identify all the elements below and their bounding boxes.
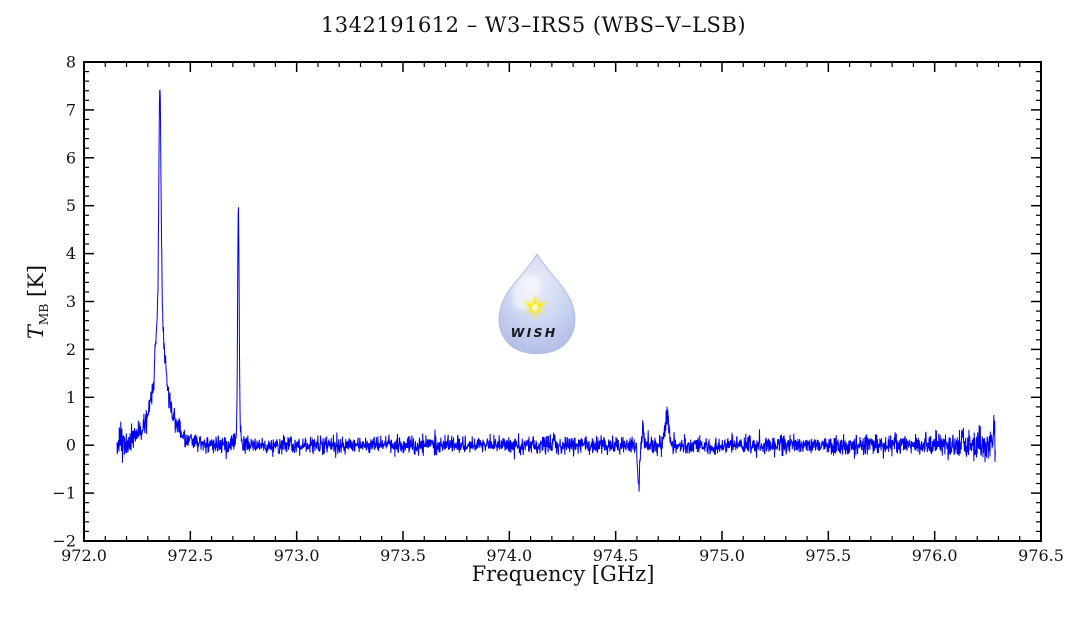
y-axis-ticks: −2 −1 0 1 2 3 4 5 6 7 8 bbox=[52, 53, 1041, 551]
x-axis-label: Frequency [GHz] bbox=[471, 562, 655, 586]
x-tick-label: 975.0 bbox=[699, 546, 745, 565]
chart-title: 1342191612 – W3–IRS5 (WBS–V–LSB) bbox=[320, 13, 747, 37]
x-tick-label: 974.0 bbox=[486, 546, 532, 565]
y-tick-label: 7 bbox=[66, 100, 76, 119]
y-tick-label: 1 bbox=[66, 388, 76, 407]
x-tick-label: 973.5 bbox=[380, 546, 426, 565]
x-tick-label: 976.5 bbox=[1018, 546, 1064, 565]
x-tick-label: 973.0 bbox=[274, 546, 320, 565]
wish-logo-watermark: WISH bbox=[498, 252, 576, 355]
y-axis-label-unit: [K] bbox=[24, 264, 48, 304]
drop-highlight bbox=[512, 273, 540, 311]
water-drop-body bbox=[498, 252, 576, 355]
y-tick-label: 6 bbox=[66, 148, 76, 167]
x-tick-label: 975.5 bbox=[805, 546, 851, 565]
y-tick-label: 5 bbox=[66, 196, 76, 215]
y-axis-label: TMB [K] bbox=[22, 232, 52, 372]
y-axis-label-subscript: MB bbox=[37, 303, 52, 326]
y-tick-label: 0 bbox=[66, 436, 76, 455]
star-icon bbox=[523, 293, 547, 320]
x-tick-label: 974.5 bbox=[593, 546, 639, 565]
y-tick-label: 4 bbox=[66, 244, 76, 263]
x-tick-label: 976.0 bbox=[912, 546, 958, 565]
wish-logo-text: WISH bbox=[511, 325, 558, 340]
x-tick-label: 972.5 bbox=[167, 546, 213, 565]
water-drop-icon bbox=[498, 252, 576, 355]
y-tick-label: −2 bbox=[52, 532, 76, 551]
y-tick-label: −1 bbox=[52, 484, 76, 503]
star-core bbox=[531, 304, 539, 311]
x-tick-label: 972.0 bbox=[61, 546, 107, 565]
y-tick-label: 3 bbox=[66, 292, 76, 311]
y-tick-label: 8 bbox=[66, 53, 76, 72]
y-axis-label-symbol: T bbox=[24, 325, 48, 340]
spectrum-line bbox=[116, 89, 996, 492]
x-axis-ticks: 972.0 972.5 973.0 973.5 974.0 974.5 975.0 975.5… bbox=[61, 62, 1064, 565]
y-tick-label: 2 bbox=[66, 340, 76, 359]
